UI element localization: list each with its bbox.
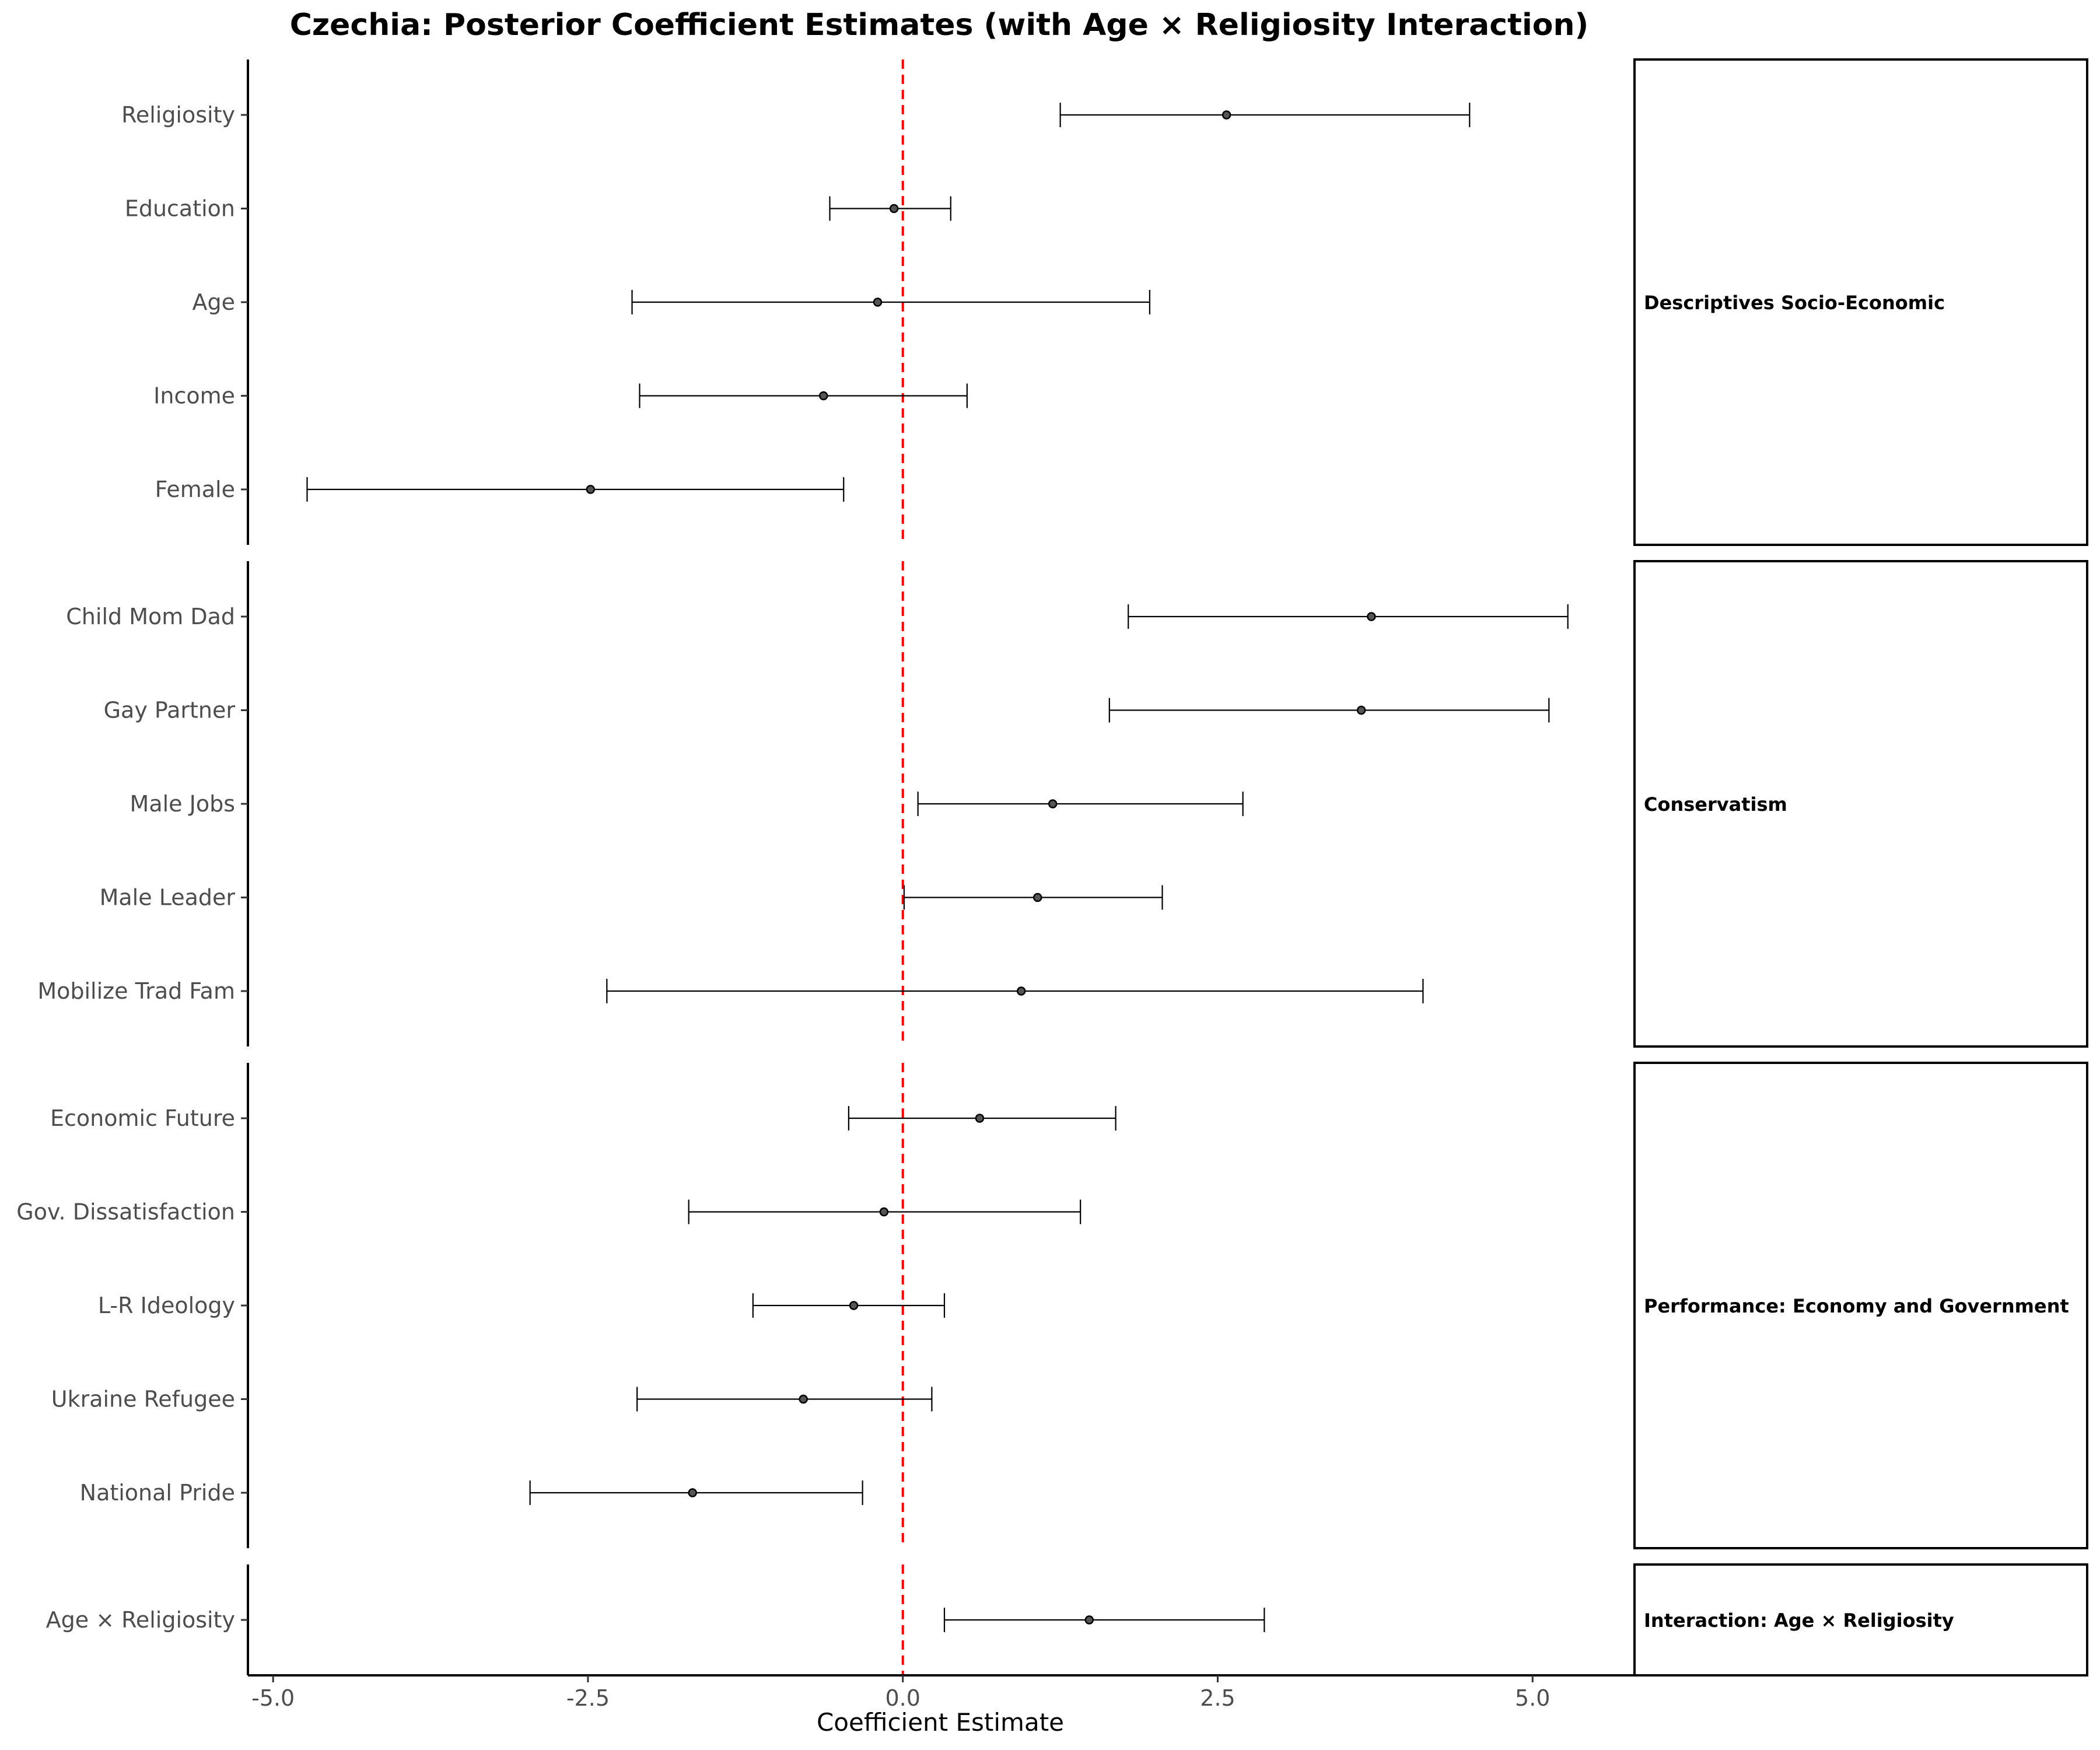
y-tick-label: Religiosity <box>121 102 235 128</box>
coefficient-row: Age <box>192 289 1151 315</box>
estimate-point <box>1084 1615 1094 1625</box>
coefficient-row: National Pride <box>80 1480 863 1506</box>
y-tick-label: Female <box>155 477 235 502</box>
coefficient-row: L-R Ideology <box>98 1293 946 1318</box>
panels-layer: Descriptives Socio-Economic Religiosity Ed… <box>16 58 2088 1676</box>
panel-4: Interaction: Age × Religiosity Age × Reli… <box>46 1563 2088 1676</box>
coefficient-row: Child Mom Dad <box>66 604 1569 629</box>
x-tick-label: 0.0 <box>886 1685 921 1711</box>
coefficient-row: Religiosity <box>121 102 1471 128</box>
estimate-point <box>1356 705 1366 715</box>
coefficient-row: Male Leader <box>100 885 1163 911</box>
y-tick-label: L-R Ideology <box>98 1293 235 1318</box>
estimate-point <box>975 1114 985 1123</box>
y-tick-label: Income <box>153 383 235 409</box>
x-tick-label: 5.0 <box>1515 1685 1550 1711</box>
y-tick-label: Economic Future <box>50 1105 235 1131</box>
coefficient-row: Education <box>125 196 951 222</box>
coefficient-row: Ukraine Refugee <box>51 1387 933 1412</box>
y-tick-label: Gov. Dissatisfaction <box>16 1199 235 1225</box>
panel-2: Conservatism Child Mom Dad Gay Partner Male… <box>37 560 2088 1048</box>
estimate-point <box>688 1488 697 1497</box>
estimate-point <box>889 204 899 214</box>
estimate-point <box>818 391 828 401</box>
coefficient-row: Gov. Dissatisfaction <box>16 1199 1082 1225</box>
panel-strip-label: Interaction: Age × Religiosity <box>1644 1609 1954 1632</box>
coefficient-row: Economic Future <box>50 1105 1116 1131</box>
coefficient-row: Gay Partner <box>104 698 1550 723</box>
x-axis: -5.0 -2.5 0.0 2.5 5.0 <box>248 1674 1633 1711</box>
estimate-point <box>586 485 596 494</box>
x-tick-label: 2.5 <box>1200 1685 1235 1711</box>
coefficient-row: Female <box>155 477 845 502</box>
y-tick-label: Mobilize Trad Fam <box>37 978 235 1004</box>
estimate-point <box>879 1207 889 1217</box>
panel-strip-box <box>1633 58 2088 546</box>
panel-1: Descriptives Socio-Economic Religiosity Ed… <box>121 58 2088 546</box>
panel-strip-label: Conservatism <box>1644 793 1787 816</box>
x-tick-label: -5.0 <box>251 1685 295 1711</box>
panel-strip-box <box>1633 560 2088 1048</box>
chart-title: Czechia: Posterior Coefficient Estimates… <box>290 8 1589 43</box>
coefficient-row: Income <box>153 383 968 409</box>
estimate-point <box>873 298 883 307</box>
y-tick-label: National Pride <box>80 1480 235 1506</box>
x-axis-label: Coefficient Estimate <box>817 1708 1064 1737</box>
panel-strip-box <box>1633 1062 2088 1549</box>
estimate-point <box>1016 986 1026 996</box>
estimate-point <box>849 1301 859 1310</box>
estimate-point <box>1048 799 1058 808</box>
coefficient-row: Age × Religiosity <box>46 1607 1265 1633</box>
y-tick-label: Male Leader <box>100 885 236 911</box>
y-tick-label: Age × Religiosity <box>46 1607 235 1633</box>
x-tick-label: -2.5 <box>566 1685 610 1711</box>
panel-strip-label: Descriptives Socio-Economic <box>1644 292 1945 314</box>
y-tick-label: Child Mom Dad <box>66 604 235 629</box>
estimate-point <box>1222 110 1231 120</box>
y-tick-label: Ukraine Refugee <box>51 1387 235 1412</box>
y-tick-label: Age <box>192 289 236 315</box>
y-tick-label: Education <box>125 196 235 222</box>
coefficient-row: Male Jobs <box>130 791 1244 817</box>
y-tick-label: Male Jobs <box>130 791 235 817</box>
coefficient-row: Mobilize Trad Fam <box>37 978 1424 1004</box>
y-tick-label: Gay Partner <box>104 698 236 723</box>
panel-strip-label: Performance: Economy and Government <box>1644 1295 2069 1317</box>
estimate-point <box>1033 892 1042 902</box>
estimate-point <box>799 1394 808 1404</box>
panel-strip-box <box>1633 1563 2088 1676</box>
panel-3: Performance: Economy and Government Econo… <box>16 1062 2088 1549</box>
estimate-point <box>1367 612 1376 621</box>
